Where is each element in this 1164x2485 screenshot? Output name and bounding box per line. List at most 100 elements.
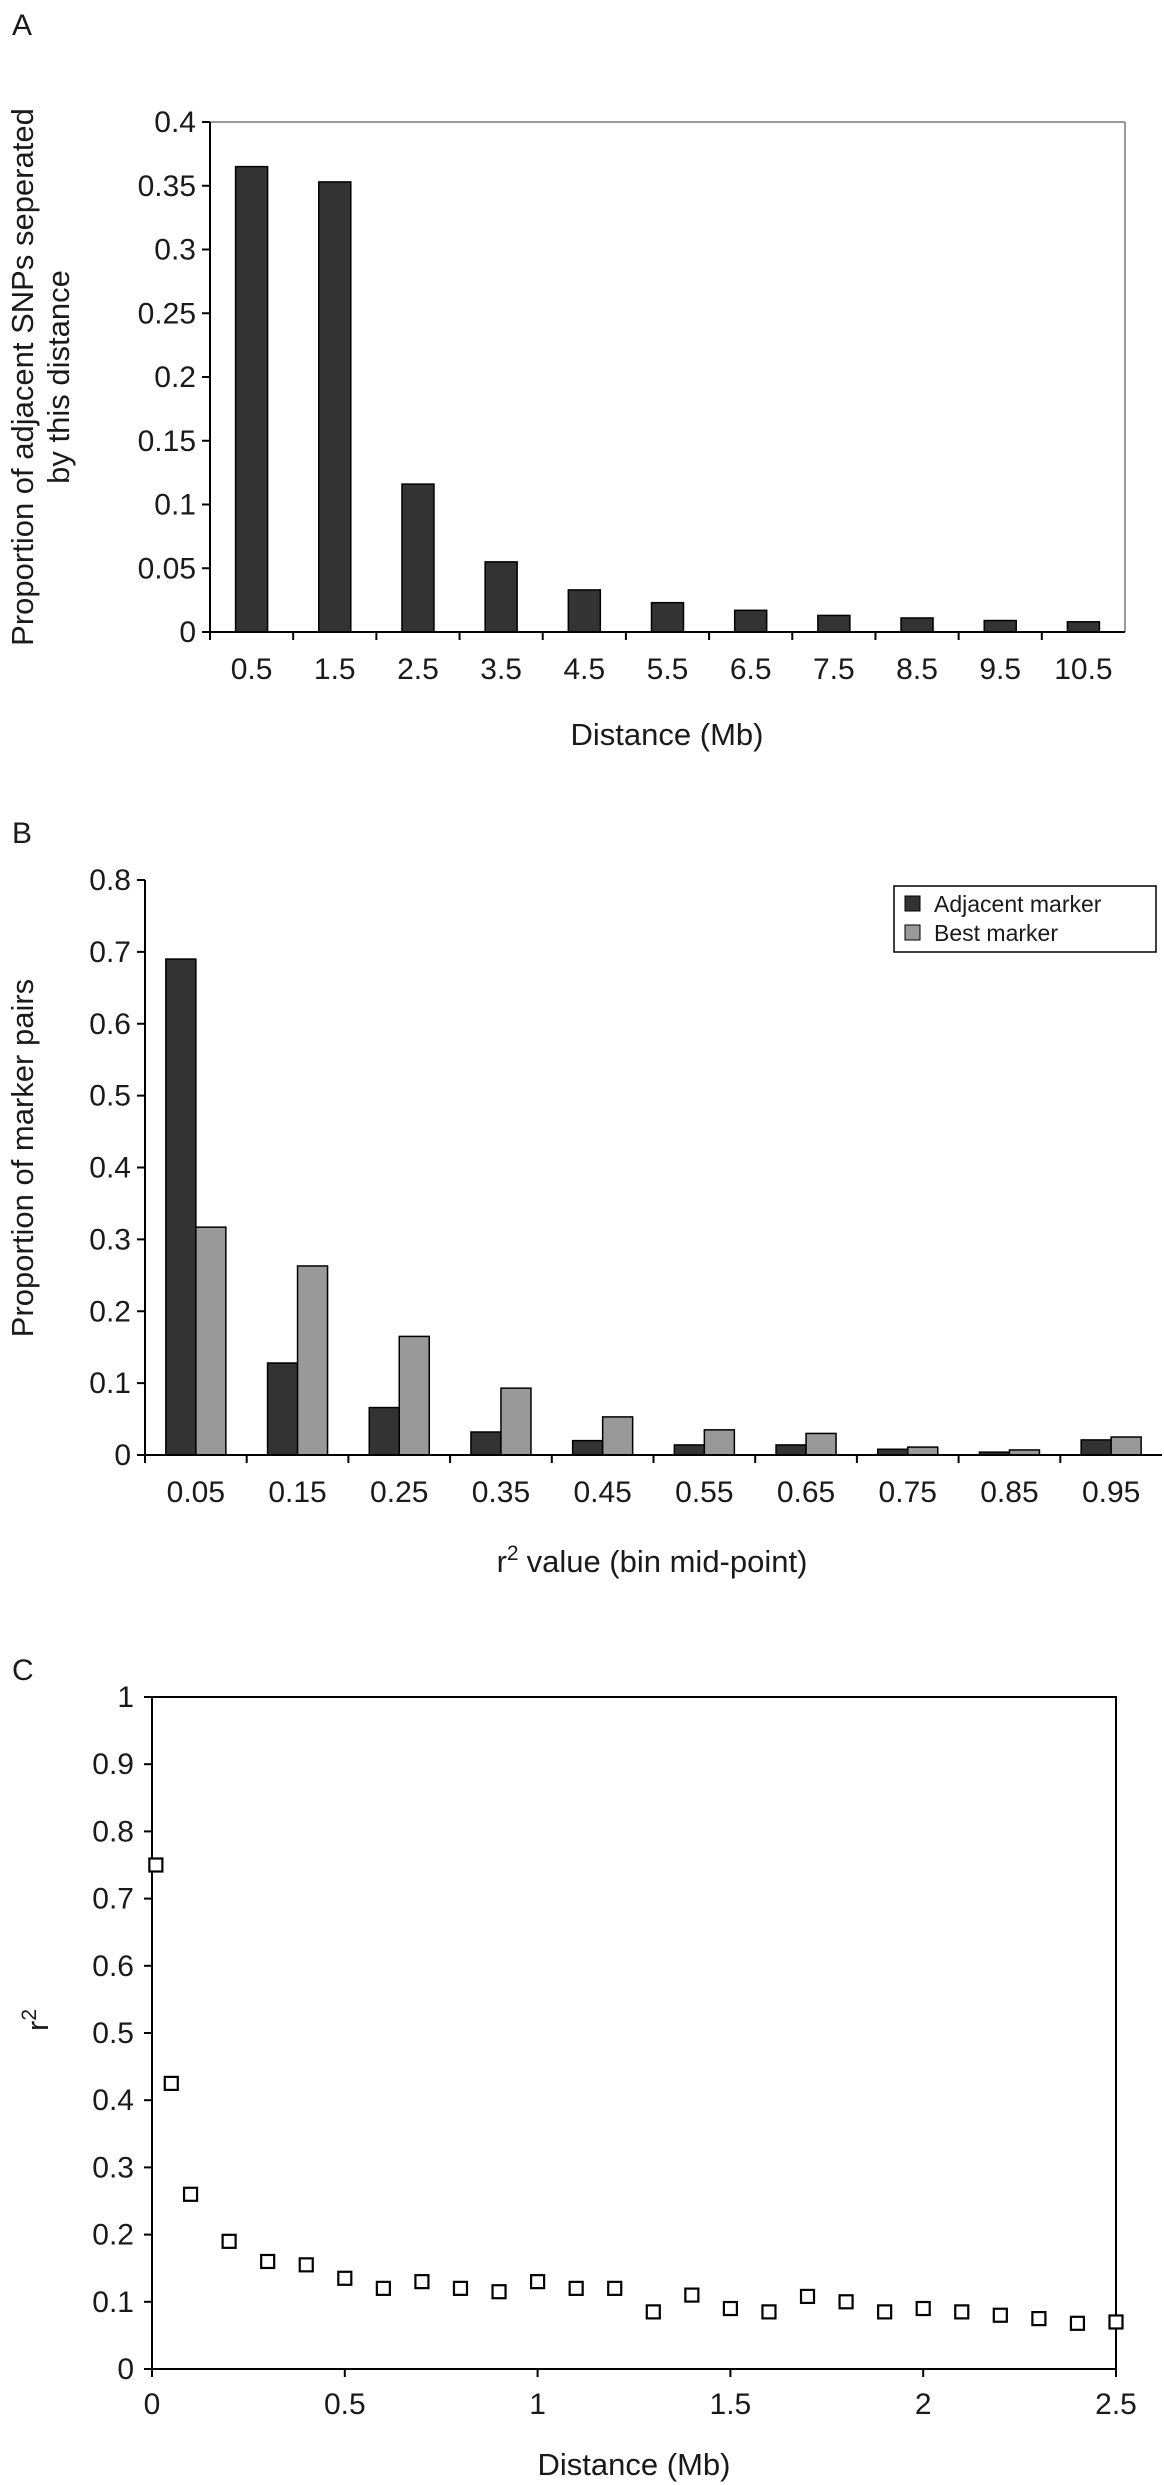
- panel-a-xtick-label: 6.5: [730, 653, 772, 686]
- panel-c-point: [337, 2270, 353, 2286]
- panel-c-point: [799, 2288, 816, 2305]
- panel-b-xtick-label: 0.75: [879, 1476, 937, 1509]
- panel-b-xtick-label: 0.25: [370, 1476, 428, 1509]
- panel-b-y-axis-label: Proportion of marker pairs: [5, 979, 40, 1337]
- panel-a-bar: [817, 614, 851, 633]
- panel-a-bar: [234, 165, 269, 633]
- panel-a-bar: [318, 181, 352, 633]
- panel-b-bar-adjacent-marker: [571, 1439, 604, 1456]
- panel-b-bar-best-marker: [398, 1335, 430, 1456]
- panel-a-xtick-label: 7.5: [813, 653, 855, 686]
- panel-c-points: [148, 1857, 1124, 2331]
- panel-a-ytick-label: 0.05: [138, 552, 196, 585]
- panel-b-bar-adjacent-marker: [165, 958, 197, 1456]
- panel-b-bar-best-marker: [1110, 1436, 1142, 1456]
- panel-b-x-axis-label-text: value (bin mid-point): [527, 1544, 808, 1579]
- panel-b-xtick-label: 0.15: [268, 1476, 326, 1509]
- panel-b-xtick-label: 0.45: [573, 1476, 631, 1509]
- panel-c-point: [529, 2274, 546, 2290]
- panel-b-ytick-label: 0.3: [89, 1223, 131, 1256]
- panel-a: A 0 0.05 0.1 0.15 0.2 0.25 0.3 0.35 0.4 0.5 1.5 2.…: [5, 9, 1126, 752]
- panel-b-ytick-label: 0.6: [89, 1008, 131, 1041]
- panel-c-point: [1108, 2314, 1124, 2330]
- panel-b-bar-adjacent-marker: [775, 1444, 807, 1456]
- panel-b-bar-adjacent-marker: [1080, 1439, 1112, 1456]
- panel-b-bar-adjacent-marker: [470, 1431, 502, 1456]
- panel-c-xtick-label: 1: [529, 2388, 546, 2421]
- panel-b-xtick-label: 0.85: [980, 1476, 1038, 1509]
- panel-a-ytick-label: 0.1: [154, 489, 196, 522]
- panel-a-bar: [983, 619, 1017, 633]
- panel-c-xtick-label: 0.5: [324, 2388, 366, 2421]
- panel-c-point: [375, 2280, 391, 2296]
- panel-c-point: [182, 2186, 199, 2202]
- panel-b-ytick-label: 0.4: [89, 1152, 131, 1185]
- panel-c-letter: C: [12, 1654, 34, 1687]
- panel-c-y-axis-label-superscript: 2: [18, 2009, 41, 2021]
- panel-c-point: [645, 2304, 661, 2320]
- panel-c-x-axis-label: Distance (Mb): [538, 2447, 731, 2482]
- panel-a-ytick-label: 0.4: [154, 106, 196, 139]
- panel-a-ytick-label: 0: [179, 616, 196, 649]
- panel-b-x-axis-label-r: r: [497, 1544, 507, 1579]
- panel-b-ytick-label: 0: [114, 1439, 131, 1472]
- panel-c-xtick-label: 0: [144, 2388, 161, 2421]
- panel-b-ytick-label: 0.8: [89, 864, 131, 897]
- panel-b-x-axis-label-superscript: 2: [507, 1542, 519, 1565]
- panel-a-xtick-label: 5.5: [647, 653, 689, 686]
- panel-b-x-axis-label: r2 value (bin mid-point): [497, 1542, 808, 1579]
- panel-a-xticks: 0.5 1.5 2.5 3.5 4.5 5.5 6.5 7.5 8.5 9.5 10.5: [209, 632, 1113, 686]
- panel-b-xtick-label: 0.35: [472, 1476, 530, 1509]
- panel-b-xtick-label: 0.55: [675, 1476, 733, 1509]
- panel-a-y-axis-label-line-1: Proportion of adjacent SNPs seperated: [5, 108, 40, 646]
- panel-a-ytick-label: 0.3: [154, 234, 196, 267]
- panel-c-point: [877, 2304, 893, 2320]
- panel-a-yticks: 0 0.05 0.1 0.15 0.2 0.25 0.3 0.35 0.4: [138, 106, 210, 649]
- panel-b-bar-adjacent-marker: [368, 1406, 400, 1456]
- panel-c-ytick-label: 0.1: [92, 2286, 134, 2319]
- panel-b-bar-best-marker: [500, 1387, 532, 1456]
- panel-b-ytick-label: 0.2: [89, 1295, 131, 1328]
- panel-c-point: [148, 1857, 164, 1873]
- panel-b-xtick-label: 0.05: [167, 1476, 225, 1509]
- legend-label-best-marker: Best marker: [934, 920, 1058, 946]
- panel-b-ytick-label: 0.7: [89, 936, 131, 969]
- panel-b-bar-adjacent-marker: [266, 1362, 299, 1456]
- panel-c-xtick-label: 1.5: [710, 2388, 752, 2421]
- panel-c-ytick-label: 0: [117, 2353, 134, 2386]
- panel-c-point: [954, 2304, 970, 2320]
- panel-b-xticks: 0.05 0.15 0.25 0.35 0.45 0.55 0.65 0.75 0.85 0.95: [144, 1455, 1140, 1509]
- panel-b-xtick-label: 0.65: [777, 1476, 835, 1509]
- legend-swatch-adjacent-marker: [904, 895, 921, 912]
- panel-a-xtick-label: 8.5: [896, 653, 938, 686]
- panel-a-bar: [650, 601, 685, 633]
- panel-c-point: [684, 2287, 700, 2303]
- panel-b-letter: B: [12, 817, 32, 850]
- panel-a-xtick-label: 10.5: [1054, 653, 1112, 686]
- panel-a-y-axis-label-line-2: by this distance: [41, 270, 76, 484]
- panel-c-point: [163, 2075, 179, 2091]
- panel-c-ytick-label: 1: [117, 1681, 134, 1714]
- panel-b: B 0 0.1 0.2 0.3 0.4 0.5 0.6 0.7 0.8 0.05 0.15 0.25…: [5, 817, 1162, 1579]
- panel-c-ytick-label: 0.5: [92, 2017, 134, 2050]
- panel-c-point: [761, 2304, 777, 2320]
- panel-a-xtick-label: 3.5: [480, 653, 522, 686]
- panel-c-point: [1069, 2315, 1086, 2331]
- panel-a-ytick-label: 0.35: [138, 170, 196, 203]
- panel-a-bar: [567, 589, 602, 633]
- panel-a-xtick-label: 9.5: [979, 653, 1021, 686]
- panel-a-ytick-label: 0.25: [138, 297, 196, 330]
- panel-c-point: [221, 2233, 237, 2249]
- panel-c-ytick-label: 0.9: [92, 1748, 134, 1781]
- panel-c-ytick-label: 0.6: [92, 1950, 134, 1983]
- panel-a-xtick-label: 1.5: [314, 653, 356, 686]
- legend-swatch-best-marker: [904, 924, 921, 941]
- panel-c-point: [992, 2307, 1008, 2323]
- panel-c-yticks: 0 0.1 0.2 0.3 0.4 0.5 0.6 0.7 0.8 0.9 1: [92, 1681, 152, 2386]
- panel-c-point: [722, 2300, 739, 2317]
- panel-a-bar: [401, 483, 435, 633]
- panel-b-bars: [165, 958, 1142, 1456]
- panel-b-bar-best-marker: [195, 1226, 227, 1456]
- panel-c-xticks: 0 0.5 1 1.5 2 2.5: [144, 2369, 1137, 2421]
